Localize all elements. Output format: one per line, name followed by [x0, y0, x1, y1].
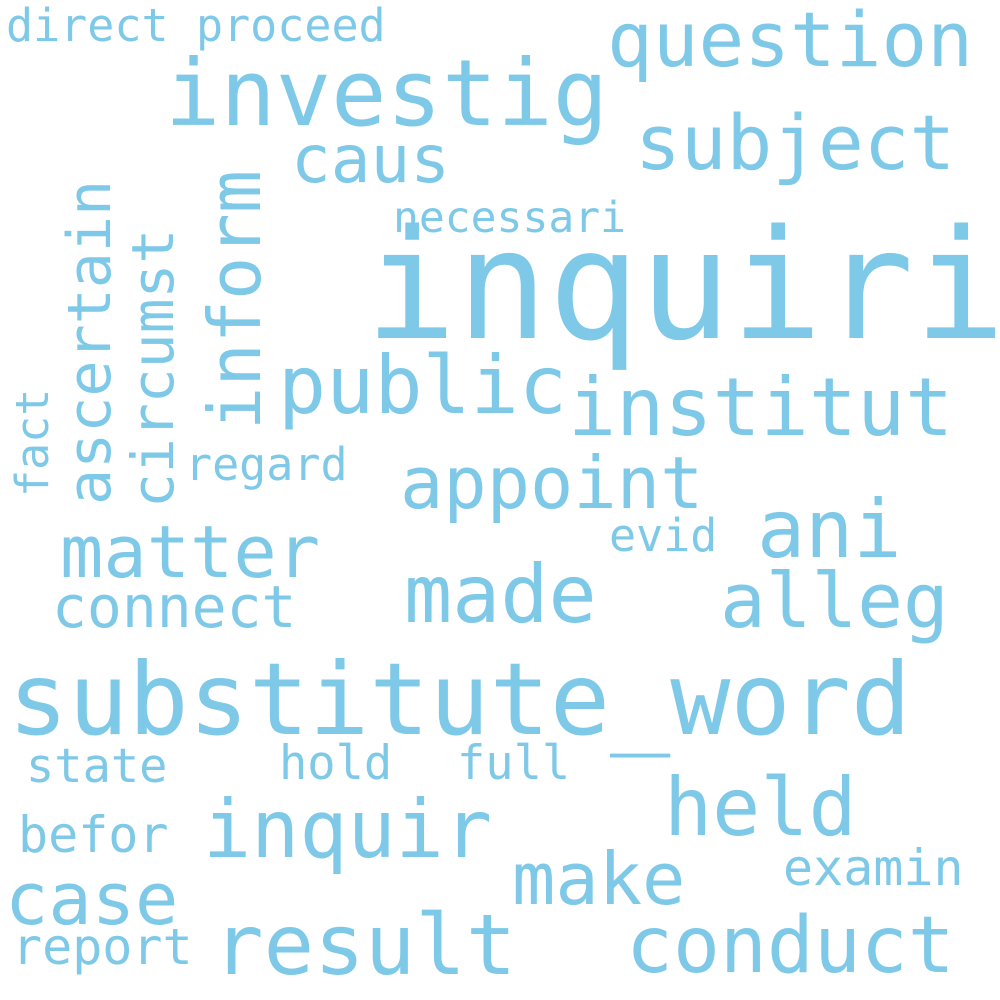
word-inquiri: inquiri [365, 197, 1000, 374]
word-make: make [512, 837, 686, 921]
word-made: made [404, 548, 597, 641]
word-case: case [5, 857, 179, 941]
word-necessari: necessari [393, 193, 626, 243]
word-investig: investig [165, 40, 609, 147]
word-alleg: alleg [720, 556, 949, 645]
word-connect: connect [52, 573, 297, 641]
word-subject: subject [635, 98, 956, 187]
word-examin: examin [783, 839, 964, 897]
word-regard: regard [185, 438, 348, 491]
word-hold: hold [279, 736, 393, 791]
word-matter: matter [60, 510, 321, 594]
word-inquir: inquir [203, 783, 492, 876]
word-evid: evid [609, 509, 718, 562]
word-conduct: conduct [626, 901, 955, 991]
word-institut: institut [568, 361, 954, 454]
word-caus: caus [291, 121, 450, 198]
word-befor: befor [18, 806, 169, 864]
word-full: full [457, 736, 571, 791]
word-appoint: appoint [400, 441, 704, 525]
word-result: result [213, 896, 517, 994]
word-substitute-word: substitute_word [8, 641, 912, 758]
word-ascertain: ascertain [55, 179, 125, 505]
word-circumst: circumst [119, 228, 187, 508]
word-held: held [664, 761, 857, 854]
word-state: state [26, 739, 168, 794]
word-fact: fact [6, 388, 59, 497]
word-proceed: proceed [196, 0, 386, 52]
word-report: report [12, 918, 193, 976]
word-direct: direct [6, 0, 169, 52]
word-inform: inform [193, 169, 277, 430]
word-public: public [278, 339, 567, 432]
word-ani: ani [757, 483, 902, 576]
word-question: question [607, 0, 974, 84]
